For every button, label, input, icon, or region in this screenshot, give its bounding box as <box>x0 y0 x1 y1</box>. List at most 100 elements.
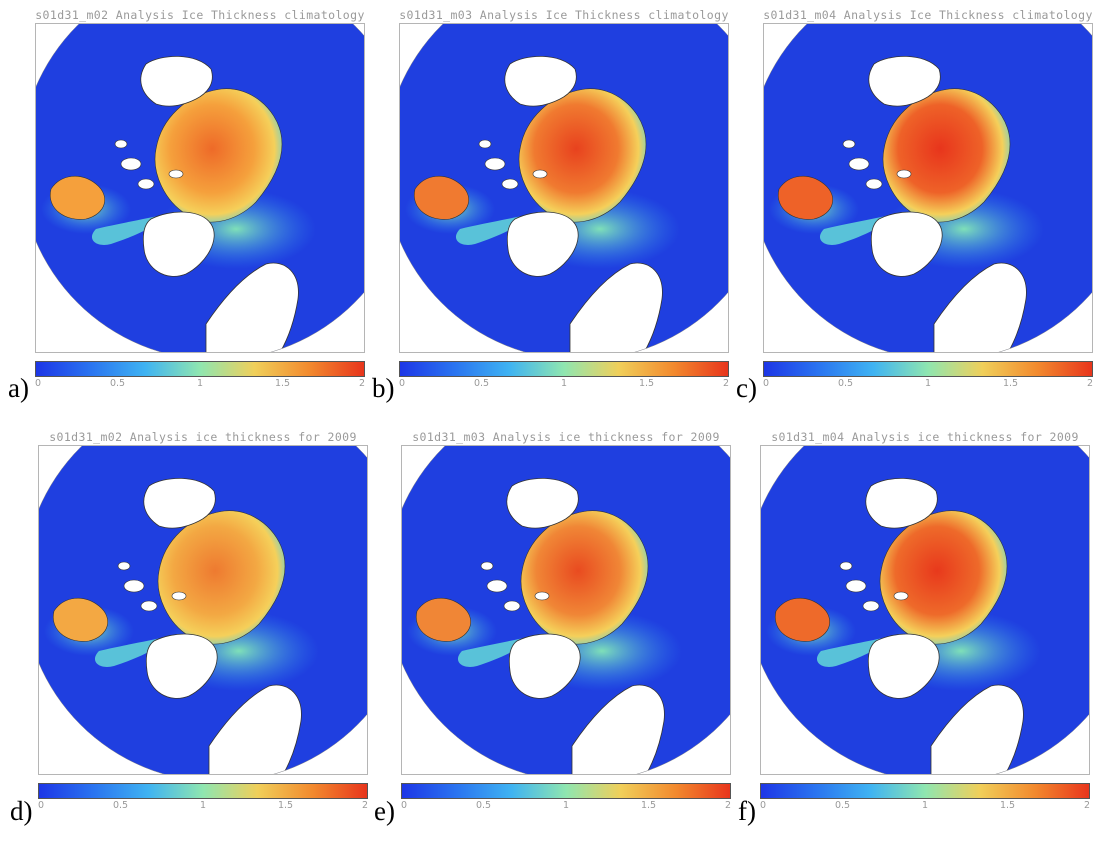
island-land <box>114 139 128 149</box>
panel-label: b) <box>372 373 395 403</box>
alaska-land <box>140 55 213 107</box>
colorbar-tick-label: 2 <box>358 378 365 389</box>
island-land <box>168 169 184 179</box>
panel-label: d) <box>10 796 33 826</box>
colorbar-tick-label: 2 <box>722 378 729 389</box>
colorbar-tick-label: 0 <box>763 378 770 389</box>
colorbar-tick-label: 1.5 <box>638 378 655 389</box>
colorbar-tick-label: 1 <box>921 800 929 811</box>
colorbar-ticks: 0 0.5 1 1.5 2 <box>38 800 368 812</box>
colorbar-tick-label: 2 <box>1086 378 1093 389</box>
colorbar-tick-label: 0.5 <box>109 378 126 389</box>
hudson-bay-ice <box>415 598 471 642</box>
island-land <box>865 178 883 190</box>
ice-thickness-map <box>401 445 731 775</box>
hudson-bay-ice <box>52 598 108 642</box>
colorbar-tick-label: 1 <box>562 800 570 811</box>
colorbar-tick-label: 0.5 <box>475 800 492 811</box>
ice-thickness-map <box>399 23 729 353</box>
colorbar <box>35 361 365 377</box>
hudson-bay-ice <box>413 176 469 220</box>
scandinavia-land <box>208 684 302 774</box>
island-land <box>839 561 853 571</box>
colorbar-ticks: 0 0.5 1 1.5 2 <box>35 378 365 390</box>
greenland-land <box>870 211 943 277</box>
colorbar-tick-label: 0.5 <box>112 800 129 811</box>
island-land <box>120 157 142 171</box>
greenland-land <box>145 633 218 699</box>
colorbar-tick-label: 1 <box>924 378 932 389</box>
island-land <box>501 178 519 190</box>
baffin-ice <box>94 636 169 667</box>
island-land <box>896 169 912 179</box>
island-land <box>137 178 155 190</box>
colorbar-ticks: 0 0.5 1 1.5 2 <box>763 378 1093 390</box>
colorbar-tick-label: 2 <box>724 800 731 811</box>
panel-label: c) <box>736 373 757 403</box>
island-land <box>480 561 494 571</box>
island-land <box>534 591 550 601</box>
scandinavia-land <box>569 262 663 352</box>
colorbar-tick-label: 1 <box>199 800 207 811</box>
colorbar-tick-label: 1 <box>196 378 204 389</box>
colorbar <box>401 783 731 799</box>
colorbar-ticks: 0 0.5 1 1.5 2 <box>401 800 731 812</box>
island-land <box>486 579 508 593</box>
colorbar-tick-label: 1.5 <box>640 800 657 811</box>
colorbar-ticks: 0 0.5 1 1.5 2 <box>399 378 729 390</box>
island-land <box>123 579 145 593</box>
panel-label: f) <box>738 796 756 826</box>
baffin-ice <box>457 636 532 667</box>
panel-title: s01d31_m04 Analysis Ice Thickness climat… <box>763 8 1093 22</box>
colorbar-ticks: 0 0.5 1 1.5 2 <box>760 800 1090 812</box>
colorbar <box>38 783 368 799</box>
colorbar-tick-label: 0 <box>401 800 408 811</box>
panel-label: a) <box>8 373 29 403</box>
greenland-land <box>867 633 940 699</box>
scandinavia-land <box>930 684 1024 774</box>
colorbar-tick-label: 0 <box>760 800 767 811</box>
colorbar-tick-label: 1.5 <box>999 800 1016 811</box>
ice-thickness-map <box>763 23 1093 353</box>
colorbar-tick-label: 0 <box>35 378 42 389</box>
ice-thickness-map <box>38 445 368 775</box>
alaska-land <box>504 55 577 107</box>
greenland-land <box>508 633 581 699</box>
baffin-ice <box>816 636 891 667</box>
alaska-land <box>506 477 579 529</box>
alaska-land <box>868 55 941 107</box>
island-land <box>845 579 867 593</box>
scandinavia-land <box>933 262 1027 352</box>
panel-title: s01d31_m03 Analysis ice thickness for 20… <box>412 430 720 444</box>
greenland-land <box>142 211 215 277</box>
island-land <box>848 157 870 171</box>
panel-label: e) <box>374 796 395 826</box>
colorbar-tick-label: 0.5 <box>473 378 490 389</box>
colorbar-tick-label: 0 <box>399 378 406 389</box>
baffin-ice <box>91 214 166 245</box>
colorbar <box>763 361 1093 377</box>
alaska-land <box>143 477 216 529</box>
scandinavia-land <box>205 262 299 352</box>
panel-title: s01d31_m04 Analysis ice thickness for 20… <box>771 430 1079 444</box>
colorbar-tick-label: 2 <box>361 800 368 811</box>
colorbar-tick-label: 1 <box>560 378 568 389</box>
ice-thickness-map <box>35 23 365 353</box>
island-land <box>893 591 909 601</box>
island-land <box>484 157 506 171</box>
colorbar-tick-label: 1.5 <box>277 800 294 811</box>
ice-thickness-map <box>760 445 1090 775</box>
alaska-land <box>865 477 938 529</box>
hudson-bay-ice <box>777 176 833 220</box>
colorbar <box>760 783 1090 799</box>
baffin-ice <box>455 214 530 245</box>
island-land <box>478 139 492 149</box>
scandinavia-land <box>571 684 665 774</box>
colorbar-tick-label: 2 <box>1083 800 1090 811</box>
panel-title: s01d31_m03 Analysis Ice Thickness climat… <box>399 8 729 22</box>
greenland-land <box>506 211 579 277</box>
hudson-bay-ice <box>774 598 830 642</box>
hudson-bay-ice <box>49 176 105 220</box>
colorbar-tick-label: 0.5 <box>837 378 854 389</box>
baffin-ice <box>819 214 894 245</box>
